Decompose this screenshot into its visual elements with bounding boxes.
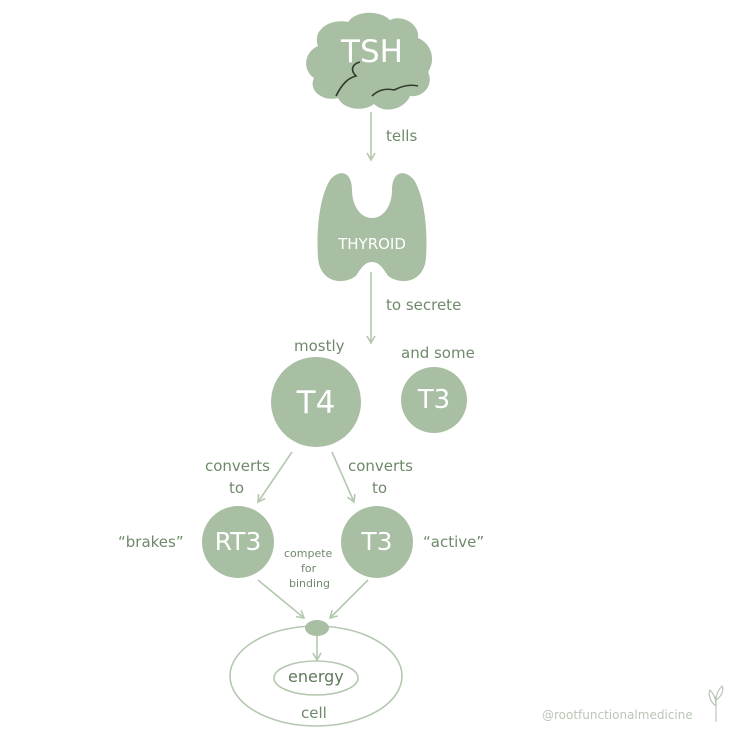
tells-label: tells — [386, 127, 418, 145]
arrow-t3-to-receptor — [328, 579, 369, 620]
t3-active-node — [341, 506, 413, 578]
compete-line1: compete — [284, 547, 333, 560]
converts-left-line1: converts — [205, 457, 270, 475]
converts-right-line1: converts — [348, 457, 413, 475]
receptor-node — [305, 620, 329, 636]
arrow-rt3-to-receptor — [257, 579, 306, 620]
tsh-label: TSH — [341, 34, 403, 70]
thyroid-label: THYROID — [338, 235, 406, 253]
t3-active-label: T3 — [361, 527, 393, 556]
brakes-label: “brakes” — [118, 533, 184, 551]
watermark-handle: @rootfunctionalmedicine — [542, 708, 693, 722]
arrow-t4-to-t3 — [331, 451, 356, 504]
rt3-node — [202, 506, 274, 578]
rt3-label: RT3 — [214, 527, 262, 556]
converts-left-line2: to — [229, 479, 245, 497]
mostly-label: mostly — [294, 337, 345, 355]
sprout-icon — [708, 684, 724, 722]
thyroid-gland-icon — [317, 173, 427, 282]
brain-icon — [306, 12, 433, 110]
arrow-t4-to-rt3 — [257, 451, 293, 504]
t3-secreted-node — [401, 367, 467, 433]
t4-node — [271, 357, 361, 447]
converts-right-line2: to — [372, 479, 388, 497]
t3-secreted-label: T3 — [417, 385, 451, 415]
t4-label: T4 — [296, 385, 336, 421]
compete-line2: for — [301, 562, 317, 575]
and-some-label: and some — [401, 344, 475, 362]
compete-line3: binding — [289, 577, 331, 590]
to-secrete-label: to secrete — [386, 296, 462, 314]
cell-label: cell — [301, 704, 327, 722]
active-label: “active” — [423, 533, 485, 551]
energy-outline — [273, 660, 359, 696]
energy-label: energy — [288, 667, 344, 686]
